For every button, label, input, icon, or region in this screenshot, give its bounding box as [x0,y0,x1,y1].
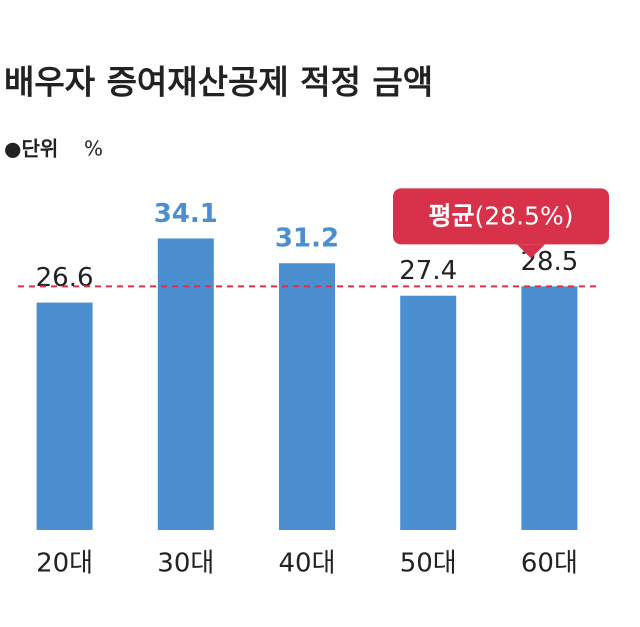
annotation-part: 평균 [429,201,475,230]
annotation-pointer [517,244,545,259]
bar [157,238,214,530]
annotation-box [393,188,609,245]
x-tick-label: 60대 [521,549,578,579]
x-tick-label: 40대 [278,549,335,579]
value-label: 34.1 [154,199,218,229]
x-tick-label: 30대 [157,549,214,579]
value-label: 27.4 [399,256,457,286]
annotation-part: (28.5%) [475,201,574,230]
bar [36,302,93,530]
unit: % [84,137,103,161]
value-label: 26.6 [36,263,94,293]
value-label: 31.2 [275,224,339,254]
annotation: 평균(28.5%) [429,201,574,230]
x-tick-label: 20대 [36,549,93,579]
bar [279,263,335,530]
chart-title: 배우자 증여재산공제 적정 금액 [4,63,433,102]
bar [400,295,457,530]
bar [521,286,578,530]
unit-label: ●단위 [4,137,58,161]
x-tick-label: 50대 [400,549,457,579]
